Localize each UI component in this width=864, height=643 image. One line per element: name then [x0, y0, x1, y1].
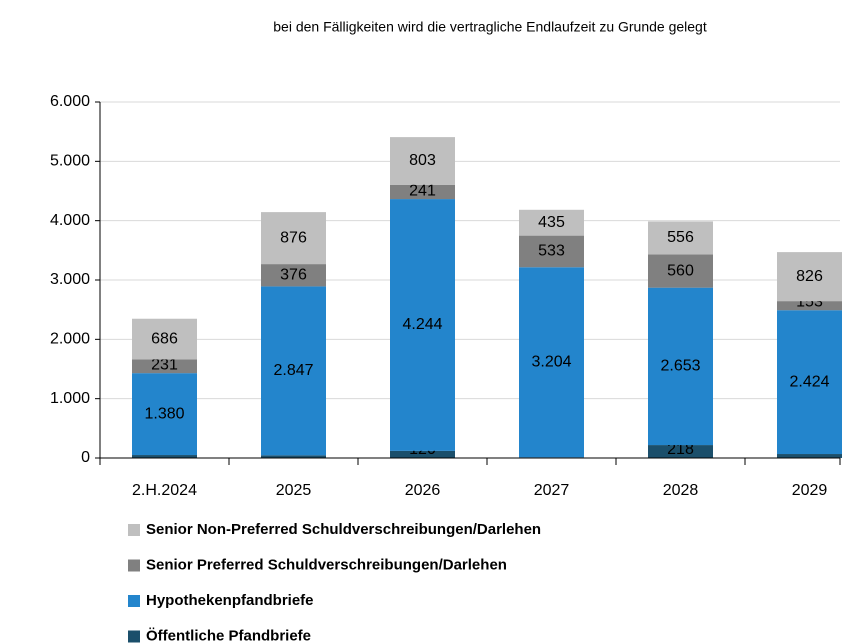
x-tick-label: 2.H.2024	[132, 482, 197, 499]
y-tick-label: 5.000	[50, 153, 90, 170]
legend-swatch	[128, 595, 140, 607]
value-label: 2.424	[789, 373, 829, 390]
y-tick-label: 4.000	[50, 212, 90, 229]
x-tick-label: 2027	[534, 482, 570, 499]
value-label: 2.847	[273, 362, 313, 379]
bar-segment	[390, 199, 455, 451]
x-tick-label: 2029	[792, 482, 828, 499]
bar-segment	[777, 454, 842, 458]
value-label: 435	[538, 214, 565, 231]
bar-segment	[132, 318, 197, 360]
bar-segment	[132, 373, 197, 456]
chart-subtitle: bei den Fälligkeiten wird die vertraglic…	[273, 19, 707, 35]
bar-segment	[777, 252, 842, 302]
value-label: 556	[667, 229, 694, 246]
value-label: 2.653	[660, 358, 700, 375]
legend-swatch	[128, 524, 140, 536]
value-label: 376	[280, 266, 307, 283]
legend-label: Senior Preferred Schuldverschreibungen/D…	[146, 556, 507, 573]
bar-segment	[519, 209, 584, 236]
bar-segment	[648, 287, 713, 446]
legend-label: Öffentliche Pfandbriefe	[146, 627, 311, 643]
legend-label: Hypothekenpfandbriefe	[146, 592, 314, 609]
y-tick-label: 0	[81, 449, 90, 466]
bar-segment	[777, 301, 842, 311]
x-tick-label: 2026	[405, 482, 441, 499]
value-label: 803	[409, 152, 436, 169]
y-tick-label: 1.000	[50, 390, 90, 407]
value-label: 218	[667, 441, 694, 458]
value-label: 231	[151, 356, 178, 373]
y-tick-label: 6.000	[50, 93, 90, 110]
value-label: 533	[538, 243, 565, 260]
legend-swatch	[128, 559, 140, 572]
bar-segment	[132, 359, 197, 374]
value-label: 1.380	[144, 405, 184, 422]
bar-segment	[261, 455, 326, 458]
bar-segment	[648, 445, 713, 458]
bar-segment	[648, 221, 713, 255]
legend-swatch	[128, 630, 140, 643]
y-tick-label: 2.000	[50, 331, 90, 348]
legend-label: Senior Non-Preferred Schuldverschreibung…	[146, 521, 541, 538]
y-tick-label: 3.000	[50, 271, 90, 288]
bar-segment	[519, 235, 584, 268]
bar-segment	[390, 450, 455, 458]
value-label: 686	[151, 330, 178, 347]
bar-segment	[132, 455, 197, 458]
value-label: 3.204	[531, 354, 571, 371]
x-tick-label: 2028	[663, 482, 699, 499]
value-label: 876	[280, 229, 307, 246]
value-label: 826	[796, 268, 823, 285]
bar-segment	[648, 254, 713, 288]
bar-segment	[390, 137, 455, 185]
bar-segment	[261, 286, 326, 456]
value-label: 4.244	[402, 316, 442, 333]
x-tick-label: 2025	[276, 482, 312, 499]
bar-segment	[390, 184, 455, 200]
bar-segment	[519, 267, 584, 458]
bar-segment	[261, 264, 326, 287]
value-label: 241	[409, 182, 436, 199]
bar-segment	[777, 310, 842, 455]
value-label: 560	[667, 262, 694, 279]
bar-segment	[261, 212, 326, 265]
